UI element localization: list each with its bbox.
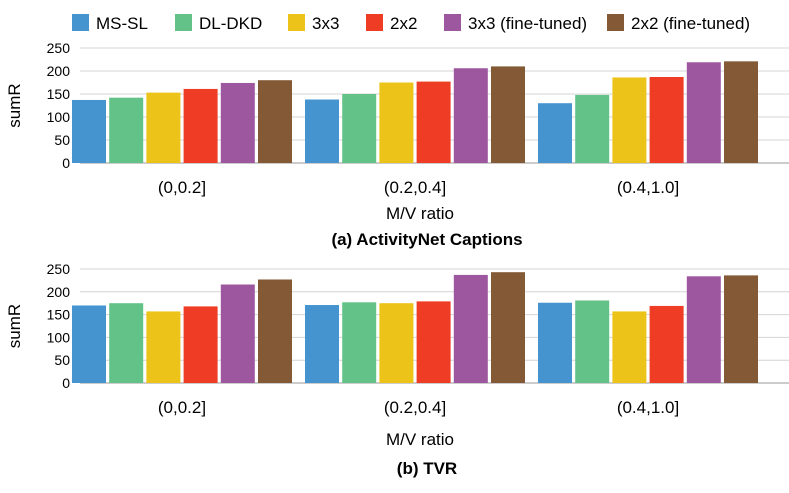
x-category-label: (0.4,1.0] [617,178,679,197]
bar-2x2-2 [649,76,684,163]
bar-dl-dkd-1 [342,94,377,163]
y-tick-label: 200 [47,284,71,300]
y-tick-label: 0 [62,155,70,171]
panel-title: (a) ActivityNet Captions [331,230,522,249]
legend-swatch-3 [366,14,383,31]
legend-label-3: 2x2 [390,14,417,33]
legend-label-5: 2x2 (fine-tuned) [631,14,750,33]
legend-swatch-4 [444,14,461,31]
bar-2x2-fine-tuned--2 [724,275,758,383]
bar-2x2-fine-tuned--1 [491,272,525,383]
bar-2x2-1 [416,301,451,383]
x-category-label: (0,0.2] [158,398,206,417]
bar-dl-dkd-0 [109,303,144,383]
panel-title: (b) TVR [397,459,457,478]
y-tick-label: 50 [54,132,70,148]
bar-2x2-2 [649,305,684,383]
bar-3x3-0 [146,92,181,163]
x-axis-title: M/V ratio [386,204,454,223]
y-tick-label: 50 [54,352,70,368]
bar-2x2-1 [416,81,451,163]
x-category-label: (0.2,0.4] [384,178,446,197]
legend-swatch-1 [175,14,192,31]
bar-2x2-0 [183,306,218,383]
legend-label-0: MS-SL [96,14,148,33]
y-axis-title: sumR [5,83,24,127]
bar-3x3-fine-tuned--2 [686,276,721,383]
y-tick-label: 100 [47,329,71,345]
bar-3x3-2 [612,311,647,383]
bar-ms-sl-2 [538,103,572,163]
y-tick-label: 0 [62,375,70,391]
x-axis-title: M/V ratio [386,430,454,449]
bar-2x2-fine-tuned--0 [258,80,292,163]
y-tick-label: 150 [47,86,71,102]
bar-dl-dkd-2 [575,94,610,163]
y-tick-label: 200 [47,63,71,79]
bar-3x3-fine-tuned--1 [453,274,488,383]
chart-activitynet: 0 50 100 150 200 250 sumR (0,0.2] (0.2,0.4] (0.4,… [5,40,789,249]
chart-tvr: 0 50 100 150 200 250 sumR (0,0.2] (0.2,0.4] (0.4,… [5,261,789,478]
x-category-label: (0,0.2] [158,178,206,197]
legend-label-4: 3x3 (fine-tuned) [468,14,587,33]
bar-2x2-0 [183,88,218,163]
bar-3x3-fine-tuned--0 [220,284,255,383]
legend-swatch-5 [607,14,624,31]
legend-label-2: 3x3 [312,14,339,33]
bar-ms-sl-0 [72,99,106,163]
bar-3x3-1 [379,303,414,383]
bar-2x2-fine-tuned--2 [724,61,758,164]
x-category-label: (0.4,1.0] [617,398,679,417]
bar-3x3-fine-tuned--1 [453,68,488,163]
y-tick-label: 150 [47,307,71,323]
legend-label-1: DL-DKD [199,14,262,33]
bar-2x2-fine-tuned--0 [258,279,292,383]
bar-ms-sl-1 [305,305,339,383]
bar-2x2-fine-tuned--1 [491,66,525,163]
bar-dl-dkd-0 [109,97,144,163]
bar-ms-sl-2 [538,302,572,383]
bar-ms-sl-0 [72,305,106,383]
bar-ms-sl-1 [305,99,339,163]
legend: MS-SL DL-DKD 3x3 2x2 3x3 (fine-tuned) 2x2 (fi… [72,14,750,33]
x-category-label: (0.2,0.4] [384,398,446,417]
y-axis-title: sumR [5,304,24,348]
bar-3x3-fine-tuned--0 [220,82,255,163]
y-tick-label: 250 [47,261,71,277]
y-tick-label: 250 [47,40,71,56]
y-tick-label: 100 [47,109,71,125]
legend-swatch-2 [288,14,305,31]
bar-3x3-0 [146,311,181,383]
bar-dl-dkd-2 [575,300,610,383]
bar-3x3-2 [612,77,647,163]
bar-3x3-1 [379,82,414,163]
bar-3x3-fine-tuned--2 [686,62,721,164]
legend-swatch-0 [72,14,89,31]
bar-dl-dkd-1 [342,302,377,383]
